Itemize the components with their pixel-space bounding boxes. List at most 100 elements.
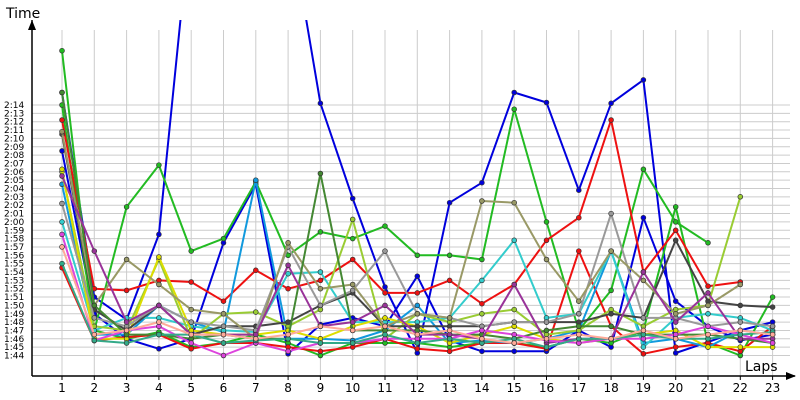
- x-tick-label: 19: [636, 381, 651, 395]
- y-tick-label: 1:44: [4, 352, 24, 362]
- data-point: [220, 323, 227, 330]
- data-point: [220, 340, 227, 346]
- y-tick-label: 1:57: [4, 243, 24, 253]
- y-tick-label: 1:56: [4, 251, 24, 261]
- data-point: [188, 248, 194, 254]
- data-point: [349, 319, 356, 325]
- data-point: [414, 331, 421, 338]
- data-point: [59, 148, 65, 154]
- data-point: [349, 216, 356, 223]
- data-point: [382, 315, 388, 321]
- x-tick-label: 11: [377, 381, 392, 395]
- data-point: [414, 273, 421, 279]
- x-tick-labels: 1 2 3 4 5 6 7 8 9 10 11 12 13 14 15 16 17 18 19 20 21 22 23: [58, 381, 780, 395]
- data-point: [382, 223, 388, 229]
- data-point: [576, 187, 582, 193]
- y-tick-label: 1:59: [4, 226, 24, 236]
- data-point: [769, 340, 776, 346]
- data-point: [414, 252, 421, 259]
- data-point: [769, 323, 776, 330]
- data-point: [414, 302, 421, 309]
- data-point: [511, 106, 517, 112]
- data-point: [123, 256, 130, 263]
- y-tick-label: 2:03: [4, 193, 24, 203]
- y-tick-label: 2:09: [4, 143, 24, 153]
- data-point: [91, 248, 98, 254]
- data-point: [349, 195, 356, 202]
- data-point: [349, 281, 356, 288]
- data-point: [672, 336, 679, 342]
- y-tick-label: 1:51: [4, 293, 24, 303]
- data-point: [705, 240, 711, 246]
- data-point: [543, 256, 550, 263]
- x-tick-label: 7: [252, 381, 260, 395]
- data-point: [543, 219, 550, 225]
- data-point: [317, 323, 324, 330]
- y-tick-label: 2:11: [4, 126, 24, 136]
- data-point: [737, 327, 744, 334]
- data-point: [543, 237, 550, 244]
- x-tick-label: 17: [571, 381, 586, 395]
- data-point: [479, 277, 485, 284]
- data-point: [349, 287, 356, 294]
- y-tick-label: 1:55: [4, 260, 24, 270]
- data-point: [446, 348, 453, 355]
- data-point: [608, 311, 614, 317]
- data-point: [253, 336, 259, 342]
- data-point: [156, 346, 162, 352]
- data-point: [640, 344, 647, 350]
- data-point: [317, 340, 324, 346]
- data-point: [576, 331, 582, 338]
- x-tick-label: 8: [284, 381, 292, 395]
- data-point: [737, 344, 744, 350]
- y-tick-label: 2:01: [4, 210, 24, 220]
- data-point: [59, 47, 65, 54]
- x-tick-label: 10: [345, 381, 360, 395]
- data-point: [220, 331, 227, 338]
- x-tick-label: 16: [539, 381, 554, 395]
- data-point: [188, 346, 194, 352]
- y-tick-label: 2:00: [4, 218, 24, 228]
- data-point: [479, 327, 485, 334]
- data-point: [543, 344, 550, 350]
- data-point: [446, 336, 453, 342]
- data-point: [285, 240, 291, 246]
- data-point: [382, 284, 388, 290]
- data-point: [640, 269, 647, 275]
- data-point: [640, 277, 647, 284]
- data-point: [640, 77, 647, 83]
- data-point: [188, 306, 194, 313]
- data-point: [576, 311, 582, 317]
- data-point: [91, 315, 98, 321]
- data-point: [543, 319, 550, 325]
- data-point: [317, 229, 324, 235]
- x-tick-label: 4: [155, 381, 163, 395]
- data-point: [640, 166, 647, 173]
- y-tick-label: 2:13: [4, 109, 24, 119]
- x-tick-label: 9: [317, 381, 325, 395]
- y-tick-label: 2:14: [4, 101, 24, 111]
- x-tick-label: 23: [765, 381, 780, 395]
- data-point: [349, 327, 356, 334]
- data-point: [576, 214, 582, 221]
- data-point: [123, 287, 130, 294]
- data-point: [59, 117, 65, 123]
- data-point: [317, 100, 324, 107]
- data-point: [769, 294, 776, 300]
- data-point: [543, 99, 550, 106]
- data-point: [156, 302, 162, 309]
- data-point: [705, 344, 711, 350]
- data-point: [705, 311, 711, 317]
- x-axis-label: Laps: [745, 359, 778, 375]
- data-point: [220, 235, 227, 242]
- data-point: [317, 302, 324, 309]
- data-point: [414, 290, 421, 296]
- data-point: [672, 227, 679, 234]
- data-point: [672, 319, 679, 325]
- data-point: [479, 300, 485, 307]
- data-point: [317, 269, 324, 275]
- data-point: [672, 237, 679, 244]
- series-lines: [59, 20, 776, 359]
- data-point: [188, 331, 194, 338]
